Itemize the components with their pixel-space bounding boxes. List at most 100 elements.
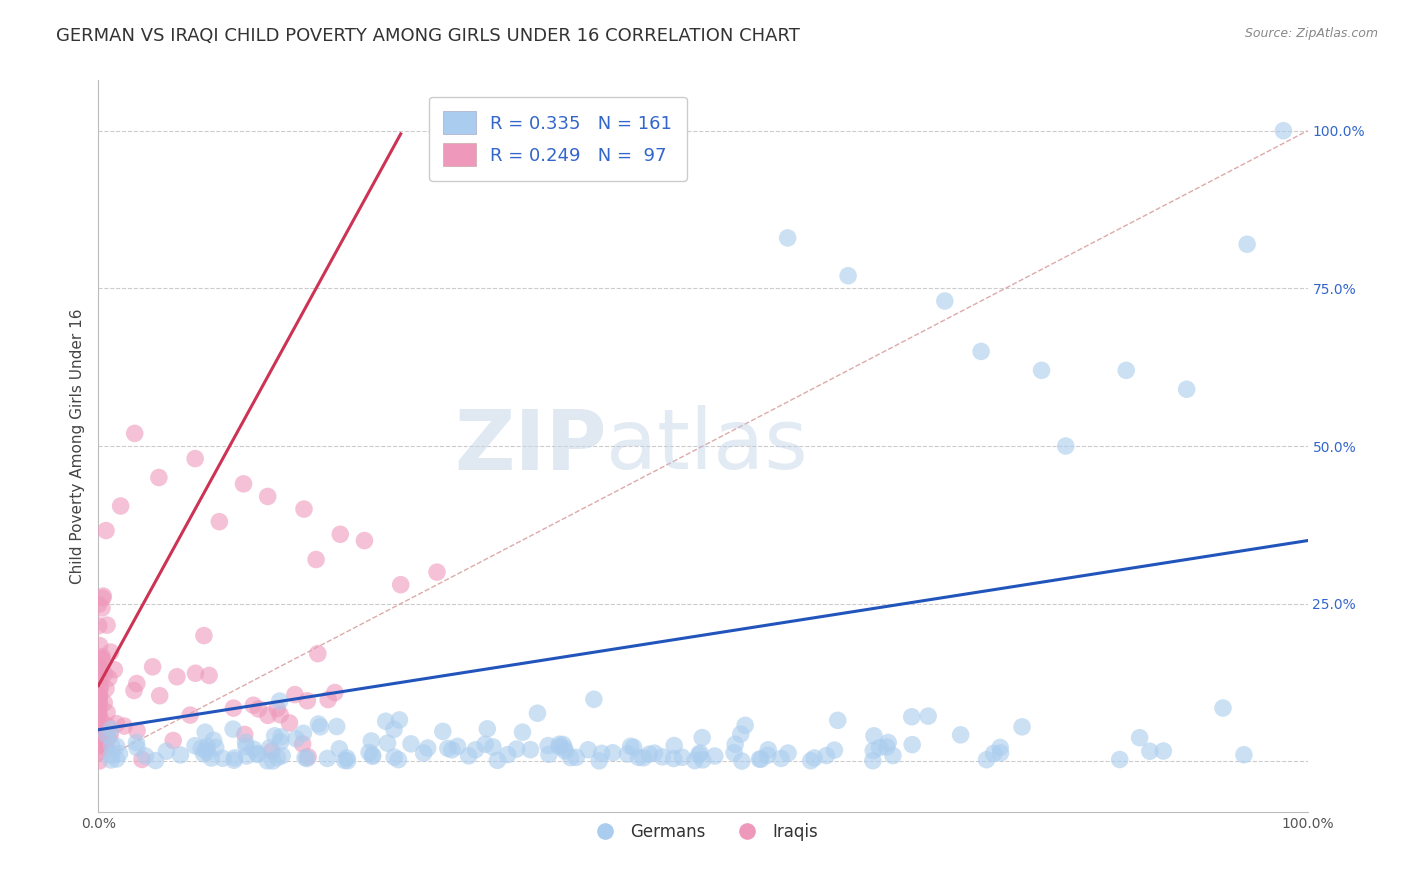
- Point: [1031, 363, 1053, 377]
- Point: [917, 709, 939, 723]
- Point: [100, 739, 122, 753]
- Point: [105, 716, 128, 731]
- Point: [270, 735, 292, 749]
- Point: [983, 747, 1005, 761]
- Point: [863, 729, 886, 743]
- Point: [643, 746, 665, 760]
- Point: [297, 694, 319, 708]
- Point: [1011, 720, 1033, 734]
- Point: [246, 747, 269, 762]
- Point: [204, 740, 226, 755]
- Point: [94, 524, 117, 538]
- Point: [162, 733, 184, 747]
- Point: [591, 747, 613, 761]
- Point: [89, 689, 111, 703]
- Point: [297, 749, 319, 764]
- Point: [193, 629, 215, 643]
- Point: [87, 738, 110, 752]
- Point: [97, 671, 120, 685]
- Point: [112, 719, 135, 733]
- Point: [90, 673, 112, 687]
- Point: [87, 731, 110, 746]
- Point: [93, 696, 115, 710]
- Point: [97, 731, 120, 745]
- Point: [328, 741, 350, 756]
- Point: [426, 565, 449, 579]
- Point: [222, 722, 245, 736]
- Point: [91, 589, 114, 603]
- Point: [243, 742, 266, 756]
- Point: [683, 754, 706, 768]
- Point: [316, 692, 339, 706]
- Point: [224, 751, 246, 765]
- Point: [734, 718, 756, 732]
- Point: [198, 668, 221, 682]
- Point: [89, 680, 111, 694]
- Point: [125, 676, 148, 690]
- Point: [222, 753, 245, 767]
- Point: [87, 669, 110, 683]
- Point: [91, 591, 114, 606]
- Point: [291, 737, 314, 751]
- Point: [382, 723, 405, 737]
- Point: [91, 601, 114, 615]
- Point: [142, 660, 165, 674]
- Point: [195, 745, 218, 759]
- Point: [89, 690, 111, 704]
- Point: [756, 748, 779, 763]
- Point: [1108, 752, 1130, 766]
- Point: [124, 426, 146, 441]
- Point: [90, 651, 112, 665]
- Point: [266, 701, 288, 715]
- Point: [1054, 439, 1077, 453]
- Point: [294, 750, 316, 764]
- Point: [353, 533, 375, 548]
- Point: [93, 666, 115, 681]
- Point: [651, 750, 673, 764]
- Point: [554, 741, 576, 756]
- Point: [96, 706, 118, 720]
- Y-axis label: Child Poverty Among Girls Under 16: Child Poverty Among Girls Under 16: [69, 309, 84, 583]
- Point: [232, 476, 254, 491]
- Point: [359, 746, 381, 760]
- Point: [260, 744, 283, 758]
- Point: [242, 698, 264, 713]
- Point: [292, 502, 315, 516]
- Point: [110, 499, 132, 513]
- Point: [235, 739, 257, 754]
- Point: [184, 666, 207, 681]
- Point: [194, 742, 217, 756]
- Point: [246, 747, 269, 761]
- Point: [100, 645, 122, 659]
- Point: [537, 747, 560, 762]
- Point: [307, 647, 329, 661]
- Point: [776, 231, 799, 245]
- Point: [336, 754, 359, 768]
- Point: [202, 733, 225, 747]
- Point: [582, 692, 605, 706]
- Point: [486, 753, 509, 767]
- Point: [166, 670, 188, 684]
- Point: [464, 743, 486, 757]
- Point: [134, 748, 156, 763]
- Point: [588, 754, 610, 768]
- Point: [949, 728, 972, 742]
- Point: [169, 747, 191, 762]
- Point: [976, 753, 998, 767]
- Point: [477, 722, 499, 736]
- Point: [149, 689, 172, 703]
- Point: [382, 750, 405, 764]
- Point: [548, 737, 571, 751]
- Point: [259, 740, 281, 755]
- Point: [89, 639, 111, 653]
- Point: [776, 746, 799, 760]
- Point: [412, 746, 434, 760]
- Point: [91, 649, 114, 664]
- Point: [148, 470, 170, 484]
- Point: [440, 743, 463, 757]
- Point: [623, 740, 645, 755]
- Point: [723, 746, 745, 760]
- Point: [87, 618, 110, 632]
- Point: [257, 708, 280, 723]
- Point: [731, 754, 754, 768]
